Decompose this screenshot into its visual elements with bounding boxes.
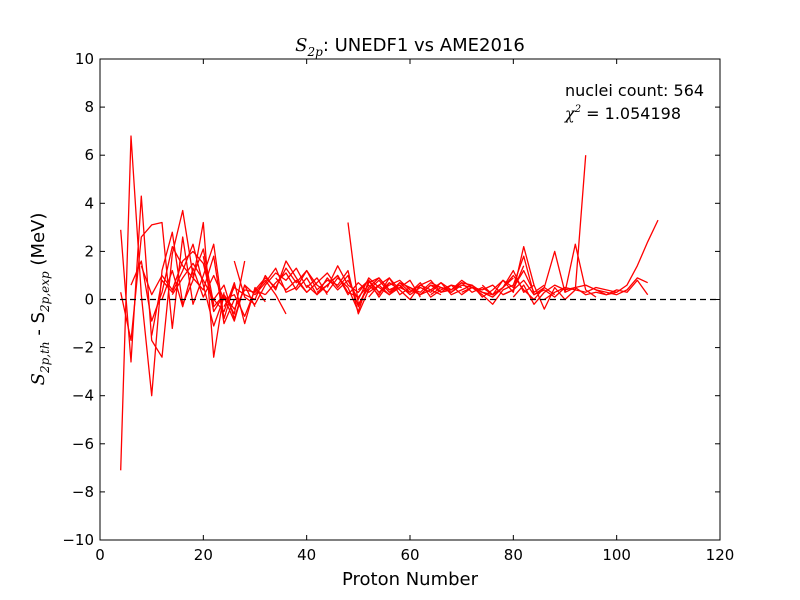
y-tick-label: 6 (84, 146, 94, 164)
chi-squared-annotation: χ2 = 1.054198 (564, 104, 681, 123)
series-line-18 (316, 274, 452, 296)
ylabel-symbol-1: S (28, 373, 49, 385)
y-axis-label: S2p,th - S2p,exp (MeV) (28, 213, 52, 386)
series-line-32 (595, 277, 648, 296)
x-tick-label: 100 (602, 546, 631, 564)
title-suffix: : UNEDF1 vs AME2016 (323, 35, 525, 56)
title-symbol-subscript: 2p (307, 45, 324, 59)
series-line-9 (202, 256, 287, 315)
y-tick-label: 4 (84, 194, 94, 212)
y-tick-label: 10 (75, 50, 94, 68)
ylabel-subscript-1: 2p,th (38, 341, 52, 374)
chart-title: S2p: UNEDF1 vs AME2016 (295, 35, 525, 59)
x-tick-label: 40 (297, 546, 316, 564)
x-tick-label: 0 (95, 546, 105, 564)
title-symbol: S (295, 35, 307, 56)
series-line-27 (481, 155, 587, 310)
series-line-30 (543, 219, 659, 301)
series-line-29 (512, 284, 617, 305)
y-axis-ticks: −10 −8 −6 −4 −2 0 2 4 6 8 10 (62, 50, 720, 549)
series-line-4 (130, 245, 235, 325)
x-tick-label: 20 (194, 546, 213, 564)
y-tick-label: −2 (72, 339, 94, 357)
series-line-10 (213, 267, 297, 320)
series-line-26 (461, 255, 566, 305)
chi-exponent: 2 (574, 104, 581, 115)
ylabel-subscript-2: 2p,exp (38, 271, 52, 313)
x-axis-ticks: 0 20 40 60 80 100 120 (95, 59, 734, 564)
series-line-7 (161, 267, 266, 317)
x-tick-label: 80 (504, 546, 523, 564)
y-tick-label: −8 (72, 483, 94, 501)
series-line-19 (326, 265, 462, 301)
x-tick-label: 60 (400, 546, 419, 564)
y-tick-label: 8 (84, 98, 94, 116)
ylabel-suffix: (MeV) (28, 213, 49, 272)
y-tick-label: −6 (72, 435, 94, 453)
y-tick-label: −10 (62, 531, 94, 549)
series-line-31 (564, 279, 649, 296)
y-tick-label: 2 (84, 242, 94, 260)
series-line-22 (368, 265, 525, 298)
chi-value: = 1.054198 (581, 104, 681, 123)
series-layer (120, 135, 659, 471)
x-axis-label: Proton Number (342, 569, 479, 590)
ylabel-middle: - S (28, 312, 49, 341)
x-tick-label: 120 (706, 546, 735, 564)
chi-symbol: χ (564, 104, 576, 123)
nuclei-count-annotation: nuclei count: 564 (565, 81, 704, 100)
series-line-8 (171, 262, 266, 325)
y-tick-label: −4 (72, 387, 94, 405)
y-tick-label: 0 (84, 291, 94, 309)
series-line-28 (502, 243, 597, 298)
